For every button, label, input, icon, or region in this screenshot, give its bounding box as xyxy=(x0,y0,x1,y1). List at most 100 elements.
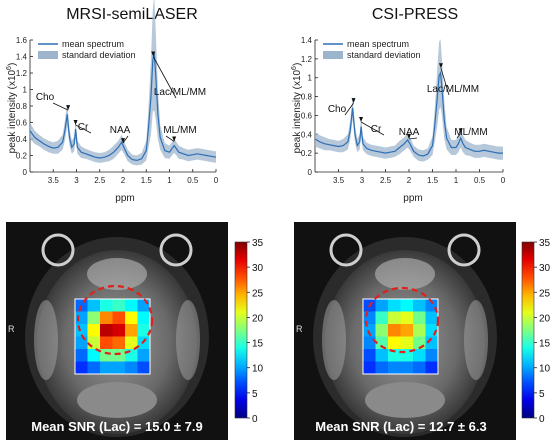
colorbar-tick-label: 30 xyxy=(252,263,264,274)
peak-label: NAA xyxy=(110,125,131,136)
heatmap-cell xyxy=(388,299,401,312)
peak-arrow xyxy=(122,135,129,144)
eye-left xyxy=(329,233,363,267)
y-tick-label: 0.2 xyxy=(301,149,313,158)
heatmap-cell xyxy=(375,299,389,312)
x-tick-label: 2.5 xyxy=(380,176,392,185)
colorbar-tick-label: 30 xyxy=(539,263,550,274)
colorbar-tick-label: 0 xyxy=(539,414,545,425)
heatmap-cell xyxy=(425,361,439,375)
cerebellum xyxy=(365,382,445,418)
peak-arrow xyxy=(360,121,385,136)
y-axis-label-end: ) xyxy=(292,63,303,66)
spectrum-plot-semilaser: MRSI-semiLASER peak intensity (x106) 0 0.… xyxy=(6,0,219,204)
legend-mean-label: mean spectrum xyxy=(347,39,409,49)
peak-arrow xyxy=(456,133,462,139)
cortex-right xyxy=(176,300,200,380)
heatmap-cell xyxy=(137,324,151,337)
y-axis-label: peak intensity (x106) xyxy=(291,63,303,154)
map-area: R 35 30 25 20 15 10 5 0 xyxy=(294,222,550,440)
y-tick-label: 0.4 xyxy=(301,130,313,139)
x-tick-label: 3.5 xyxy=(333,176,345,185)
heatmap-cell xyxy=(87,336,101,350)
heatmap-cell xyxy=(125,324,138,337)
cerebellum xyxy=(77,382,157,418)
colorbar-tick-label: 15 xyxy=(539,339,550,350)
heatmap-cell xyxy=(112,324,126,337)
cortex-right xyxy=(464,300,488,380)
y-axis-label: peak intensity (x106) xyxy=(6,63,18,154)
heatmap-cell xyxy=(363,324,376,337)
peak-label: Lac/ML/MM xyxy=(427,84,479,95)
side-label: R xyxy=(296,324,303,334)
colorbar-tick-label: 10 xyxy=(252,364,264,375)
map-caption: Mean SNR (Lac) = 12.7 ± 6.3 xyxy=(315,419,487,434)
heatmap-cell xyxy=(388,324,401,337)
heatmap-cell xyxy=(87,299,101,312)
peak-arrowhead xyxy=(359,117,364,123)
peak-arrowhead xyxy=(121,138,125,144)
x-tick-label: 1.5 xyxy=(141,176,153,185)
heatmap-border xyxy=(74,298,151,375)
heatmap-cell xyxy=(413,361,426,375)
x-tick-label: 1.5 xyxy=(427,176,439,185)
peak-arrowhead xyxy=(172,136,177,142)
heatmap-cell xyxy=(375,336,389,350)
tumor-outline xyxy=(364,286,440,354)
heatmap-cell xyxy=(413,299,426,312)
eye-right xyxy=(447,233,481,267)
colorbar-tick-label: 10 xyxy=(539,364,550,375)
heatmap-cell xyxy=(112,299,126,312)
colorbar-tick-label: 0 xyxy=(252,414,258,425)
x-tick-label: 0 xyxy=(214,176,219,185)
heatmap-cell xyxy=(400,299,414,312)
legend-std-label: standard deviation xyxy=(62,50,136,60)
peak-arrowhead xyxy=(458,128,463,134)
map-caption: Mean SNR (Lac) = 15.0 ± 7.9 xyxy=(31,419,203,434)
plot-title: MRSI-semiLASER xyxy=(66,6,198,23)
colorbar xyxy=(521,241,535,419)
legend-mean-label: mean spectrum xyxy=(62,39,124,49)
peak-label: Cr xyxy=(371,124,382,135)
heatmap-cell xyxy=(388,311,401,325)
heatmap-cell xyxy=(75,299,88,312)
olfactory-region xyxy=(375,258,435,290)
x-tick-label: 2 xyxy=(407,176,412,185)
tumor-outline xyxy=(76,284,154,356)
plot-title: CSI-PRESS xyxy=(372,6,458,23)
legend-std-swatch xyxy=(323,51,343,59)
heatmap-cell xyxy=(413,324,426,337)
heatmap-cell xyxy=(125,336,138,350)
heatmap-cell xyxy=(137,311,151,325)
x-axis-label: ppm xyxy=(115,193,134,204)
y-tick-label: 0.8 xyxy=(16,102,28,111)
y-tick-label: 0.2 xyxy=(16,152,28,161)
side-label: R xyxy=(8,324,15,334)
colorbar-tick-label: 15 xyxy=(252,339,264,350)
y-tick-label: 1.6 xyxy=(16,36,28,45)
peak-label: ML/MM xyxy=(163,125,196,136)
y-tick-label: 0.4 xyxy=(16,135,28,144)
x-axis-label: ppm xyxy=(403,193,422,204)
peak-arrow xyxy=(408,137,418,140)
peak-arrowhead xyxy=(73,119,78,125)
peak-arrow xyxy=(344,102,354,116)
y-tick-label: 1.4 xyxy=(16,53,28,62)
heatmap-cell xyxy=(100,336,113,350)
heatmap-cell xyxy=(125,299,138,312)
heatmap-cell xyxy=(125,361,138,375)
x-tick-label: 1 xyxy=(167,176,172,185)
heatmap-cell xyxy=(400,311,414,325)
cortex-left xyxy=(34,300,58,380)
legend-std-swatch xyxy=(38,51,58,59)
colorbar-tick-label: 20 xyxy=(539,313,550,324)
heatmap-cell xyxy=(75,324,88,337)
heatmap-cell xyxy=(100,324,113,337)
colorbar-tick-label: 5 xyxy=(539,389,545,400)
x-tick-label: 3.5 xyxy=(48,176,60,185)
y-tick-label: 0.6 xyxy=(16,119,28,128)
y-tick-label: 1.2 xyxy=(16,69,28,78)
heatmap-cell xyxy=(375,311,389,325)
y-axis-label-end: ) xyxy=(7,63,18,66)
colorbar-tick-label: 5 xyxy=(252,389,258,400)
